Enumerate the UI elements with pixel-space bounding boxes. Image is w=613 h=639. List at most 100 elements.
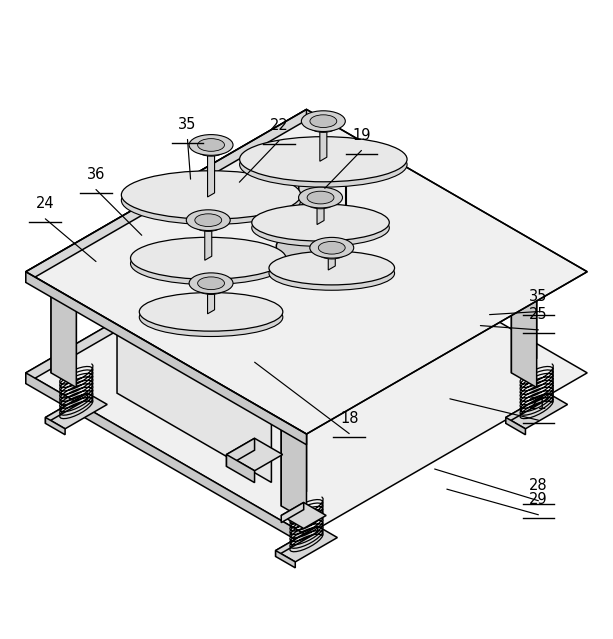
Ellipse shape	[310, 119, 337, 132]
Text: 35: 35	[178, 116, 197, 132]
Ellipse shape	[302, 111, 345, 132]
Polygon shape	[226, 454, 254, 482]
Polygon shape	[213, 256, 219, 266]
Polygon shape	[281, 401, 306, 506]
Polygon shape	[317, 200, 324, 224]
Polygon shape	[208, 198, 216, 208]
Ellipse shape	[139, 293, 283, 331]
Text: 24: 24	[36, 196, 55, 211]
Polygon shape	[205, 223, 211, 260]
Polygon shape	[318, 118, 329, 129]
Polygon shape	[26, 109, 587, 434]
Text: 19: 19	[352, 128, 371, 142]
Polygon shape	[226, 304, 228, 312]
Ellipse shape	[197, 282, 225, 295]
Polygon shape	[226, 438, 283, 471]
Polygon shape	[307, 231, 312, 237]
Polygon shape	[226, 438, 254, 466]
Ellipse shape	[189, 135, 233, 155]
Ellipse shape	[195, 214, 222, 226]
Polygon shape	[221, 307, 226, 316]
Polygon shape	[281, 135, 332, 164]
Polygon shape	[208, 314, 215, 323]
Polygon shape	[219, 252, 224, 262]
Polygon shape	[205, 280, 216, 291]
Ellipse shape	[276, 232, 337, 261]
Polygon shape	[190, 269, 193, 274]
Ellipse shape	[269, 251, 395, 285]
Polygon shape	[324, 221, 330, 230]
Polygon shape	[202, 318, 208, 326]
Polygon shape	[194, 206, 200, 213]
Polygon shape	[313, 166, 320, 174]
Polygon shape	[307, 169, 313, 176]
Text: 22: 22	[270, 118, 288, 133]
Ellipse shape	[131, 243, 286, 284]
Polygon shape	[276, 260, 318, 290]
Ellipse shape	[121, 171, 301, 219]
Ellipse shape	[139, 298, 283, 337]
Polygon shape	[215, 311, 221, 320]
Polygon shape	[281, 502, 303, 523]
Text: 28: 28	[529, 478, 547, 493]
Text: 21: 21	[529, 397, 547, 412]
Polygon shape	[51, 268, 102, 297]
Polygon shape	[305, 232, 307, 237]
Polygon shape	[335, 153, 341, 163]
Polygon shape	[299, 151, 314, 250]
Polygon shape	[208, 286, 215, 314]
Polygon shape	[216, 193, 224, 203]
Polygon shape	[511, 282, 536, 387]
Polygon shape	[324, 273, 329, 281]
Polygon shape	[328, 157, 335, 167]
Polygon shape	[506, 393, 568, 429]
Polygon shape	[203, 217, 214, 228]
Text: 29: 29	[529, 492, 547, 507]
Polygon shape	[329, 270, 335, 279]
Polygon shape	[276, 284, 295, 302]
Polygon shape	[197, 320, 202, 327]
Polygon shape	[51, 282, 77, 387]
Polygon shape	[26, 210, 306, 383]
Ellipse shape	[186, 210, 230, 231]
Polygon shape	[326, 245, 337, 256]
Polygon shape	[303, 171, 307, 176]
Polygon shape	[341, 150, 343, 158]
Polygon shape	[281, 135, 306, 240]
Polygon shape	[317, 277, 319, 282]
Ellipse shape	[306, 196, 334, 209]
Polygon shape	[315, 194, 326, 206]
Polygon shape	[506, 393, 548, 424]
Polygon shape	[330, 217, 335, 226]
Polygon shape	[276, 526, 318, 557]
Polygon shape	[335, 266, 341, 275]
Polygon shape	[328, 250, 335, 270]
Polygon shape	[276, 526, 337, 562]
Polygon shape	[224, 189, 229, 198]
Polygon shape	[112, 303, 272, 396]
Polygon shape	[335, 215, 337, 223]
Ellipse shape	[197, 139, 224, 151]
Polygon shape	[190, 207, 194, 213]
Polygon shape	[205, 142, 216, 153]
Ellipse shape	[318, 242, 345, 254]
Polygon shape	[281, 415, 306, 521]
Ellipse shape	[197, 143, 225, 156]
Text: 18: 18	[340, 411, 359, 426]
Polygon shape	[45, 393, 88, 424]
Polygon shape	[229, 185, 232, 194]
Polygon shape	[281, 150, 306, 254]
Polygon shape	[319, 275, 324, 282]
Polygon shape	[45, 393, 107, 429]
Polygon shape	[199, 265, 205, 273]
Ellipse shape	[252, 204, 389, 241]
Polygon shape	[194, 321, 197, 327]
Polygon shape	[276, 260, 337, 296]
Ellipse shape	[194, 219, 222, 231]
Ellipse shape	[252, 210, 389, 247]
Polygon shape	[26, 109, 306, 282]
Ellipse shape	[310, 237, 354, 258]
Polygon shape	[281, 401, 332, 430]
Polygon shape	[205, 261, 213, 270]
Text: 35: 35	[529, 289, 547, 304]
